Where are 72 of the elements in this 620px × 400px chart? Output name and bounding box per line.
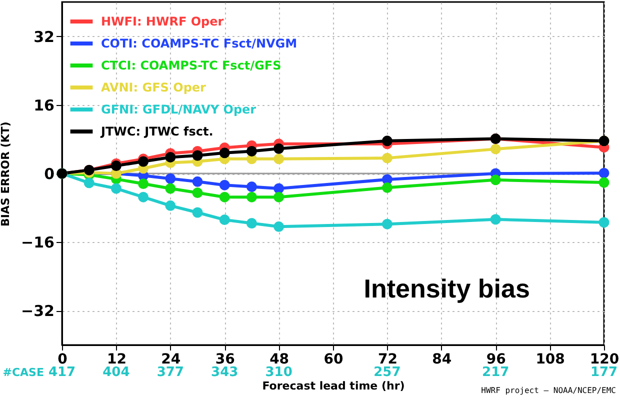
y-tick-label: 0 xyxy=(44,165,54,183)
text: 310 xyxy=(265,365,292,380)
point xyxy=(110,183,122,194)
annotation: Intensity bias xyxy=(364,273,530,304)
x-tick-label: 108 xyxy=(536,352,565,368)
x-tick-label: 60 xyxy=(324,352,344,368)
point xyxy=(138,178,149,190)
point xyxy=(192,207,203,218)
x-tick-label: 36 xyxy=(215,352,235,368)
y-tick-label: −32 xyxy=(21,302,54,320)
text: 257 xyxy=(374,365,401,380)
point xyxy=(490,174,501,186)
point xyxy=(138,156,149,167)
legend-label: CTCI: COAMPS-TC Fsct/GFS xyxy=(101,58,282,72)
point xyxy=(192,176,203,187)
text: 377 xyxy=(156,365,184,380)
point xyxy=(138,192,149,202)
point xyxy=(192,188,203,198)
y-tick-label: 32 xyxy=(34,28,54,46)
x-tick-label: 120 xyxy=(590,352,620,368)
legend-label: HWFI: HWRF Oper xyxy=(101,14,224,28)
point xyxy=(598,217,610,228)
point xyxy=(219,192,230,202)
point xyxy=(382,152,392,164)
point xyxy=(382,136,392,146)
text: HWRF project – NOAA/NCEP/EMC xyxy=(481,386,616,395)
point xyxy=(246,146,257,156)
text: 217 xyxy=(482,365,510,380)
point xyxy=(110,160,122,172)
point xyxy=(490,214,501,225)
point xyxy=(165,152,176,162)
text: 404 xyxy=(102,365,130,380)
point xyxy=(274,192,284,202)
point xyxy=(598,168,610,178)
point xyxy=(274,143,284,154)
point xyxy=(219,148,230,158)
point xyxy=(84,178,94,188)
y-tick-label: 16 xyxy=(34,96,54,114)
point xyxy=(246,192,257,202)
y-tick-label: −16 xyxy=(21,234,54,252)
x-tick-label: 24 xyxy=(161,352,181,368)
point xyxy=(246,218,257,228)
legend-label: AVNI: GFS Oper xyxy=(101,80,206,94)
text: 417 xyxy=(48,365,76,380)
x-tick-label: 96 xyxy=(486,352,506,368)
x-tick-label: 84 xyxy=(432,352,452,368)
x-tick-label: 48 xyxy=(270,352,290,368)
point xyxy=(382,218,392,230)
x-tick-label: 0 xyxy=(58,352,68,368)
text: #CASE xyxy=(2,366,44,379)
point xyxy=(192,150,203,161)
x-tick-label: 72 xyxy=(378,352,398,368)
point xyxy=(246,182,257,192)
point xyxy=(274,154,284,164)
point xyxy=(165,183,176,194)
text: 343 xyxy=(211,365,238,380)
point xyxy=(382,182,392,193)
x-tick-label: 12 xyxy=(106,352,126,368)
legend-label: JTWC: JTWC fsct. xyxy=(100,124,214,138)
point xyxy=(598,177,610,188)
point xyxy=(490,144,501,154)
point xyxy=(219,180,230,190)
x-axis-title: Forecast lead time (hr) xyxy=(262,380,405,392)
point xyxy=(219,214,230,226)
y-axis-title: BIAS ERROR (KT) xyxy=(0,122,12,226)
point xyxy=(274,183,284,194)
legend-label: COTI: COAMPS-TC Fsct/NVGM xyxy=(101,36,298,50)
point xyxy=(274,221,284,232)
legend-label: GFNI: GFDL/NAVY Oper xyxy=(101,102,256,116)
point xyxy=(165,200,176,211)
point xyxy=(165,173,176,184)
text: 177 xyxy=(590,365,618,380)
